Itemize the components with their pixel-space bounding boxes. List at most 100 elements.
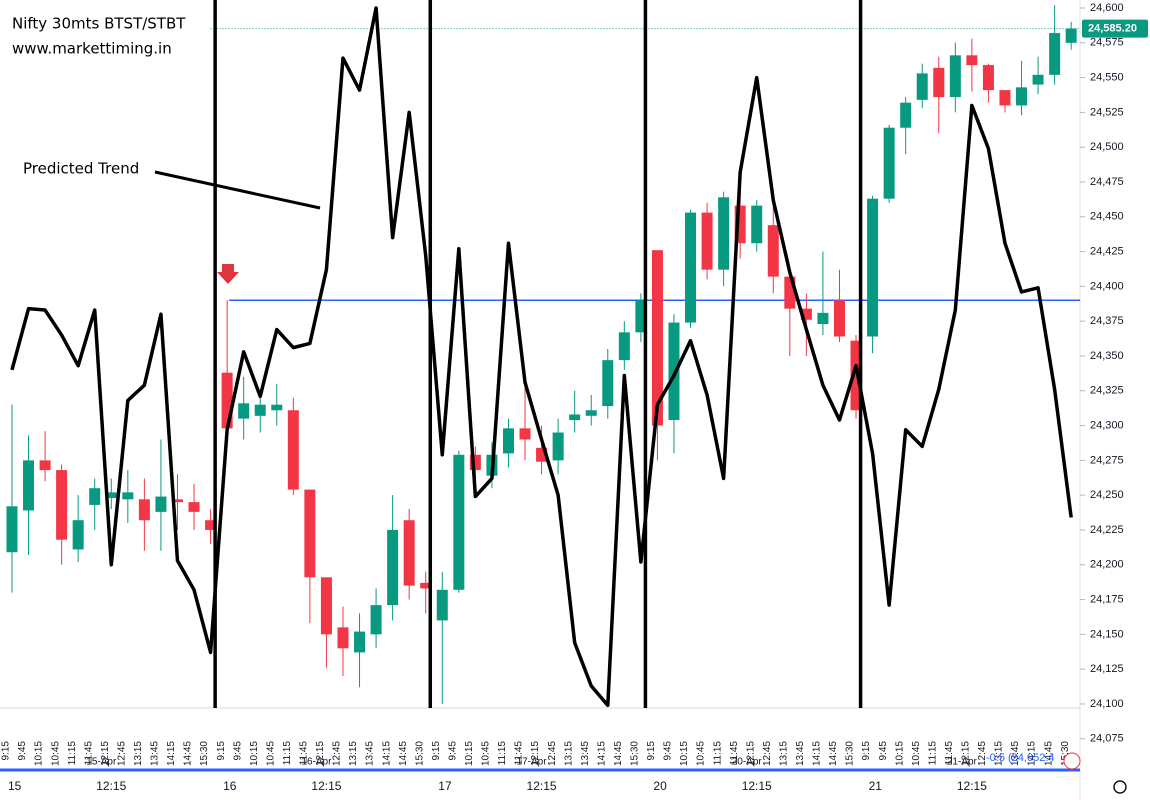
bottom-time-label: 12:15	[527, 779, 557, 793]
x-tick-label: 13:45	[365, 741, 376, 766]
x-tick-label: 9:15	[861, 741, 872, 761]
x-tick-label: 14:15	[166, 741, 177, 766]
bottom-time-label: 15	[8, 779, 22, 793]
x-tick-label: 14:45	[1043, 741, 1054, 766]
bottom-time-label: 12:15	[742, 779, 772, 793]
x-tick-label: 11:15	[497, 741, 508, 766]
x-tick-label: 12:15	[100, 741, 111, 766]
x-tick-label: 12:15	[961, 741, 972, 766]
x-tick-label: 14:15	[596, 741, 607, 766]
candle-body	[1065, 28, 1077, 43]
candle-body	[1049, 33, 1061, 75]
x-tick-label: 11:45	[729, 741, 740, 766]
candle-body	[453, 454, 465, 590]
candle-body	[569, 414, 581, 420]
y-tick-label: 24,125	[1090, 663, 1124, 675]
signal-arrow	[217, 264, 239, 284]
y-tick-label: 24,225	[1090, 524, 1124, 536]
x-tick-label: 11:45	[83, 741, 94, 766]
x-tick-label: 14:45	[398, 741, 409, 766]
x-tick-label: 9:45	[17, 741, 28, 761]
x-tick-label: 15:30	[414, 741, 425, 766]
x-tick-label: 9:15	[216, 741, 227, 761]
candle-body	[850, 340, 862, 411]
x-tick-label: 10:45	[50, 741, 61, 766]
x-tick-label: 10:15	[464, 741, 475, 766]
candle-body	[271, 404, 283, 411]
candle-body	[122, 492, 134, 500]
settings-icon[interactable]	[1113, 780, 1127, 794]
y-tick-label: 24,500	[1090, 141, 1124, 153]
y-tick-label: 24,375	[1090, 315, 1124, 327]
candle-body	[999, 90, 1011, 106]
candle-body	[238, 403, 250, 419]
candle-body	[221, 372, 233, 429]
bottom-time-label: 12:15	[957, 779, 987, 793]
candle-body	[701, 212, 713, 270]
candle-body	[1016, 87, 1028, 106]
candle-body	[72, 520, 84, 550]
y-tick-label: 24,400	[1090, 280, 1124, 292]
bottom-time-label: 12:15	[96, 779, 126, 793]
x-tick-label: 12:45	[762, 741, 773, 766]
trend-annotation: Predicted Trend	[23, 160, 139, 178]
y-tick-label: 24,275	[1090, 454, 1124, 466]
x-tick-label: 11:45	[299, 741, 310, 766]
candle-body	[254, 404, 266, 416]
x-tick-label: 13:15	[778, 741, 789, 766]
y-tick-label: 24,475	[1090, 176, 1124, 188]
y-tick-label: 24,300	[1090, 419, 1124, 431]
candle-body	[833, 300, 845, 337]
bottom-time-label: 16	[223, 779, 237, 793]
candle-body	[536, 447, 548, 462]
trend-line	[10, 6, 1073, 708]
x-tick-label: 15:30	[199, 741, 210, 766]
day-label: 15-Apr	[86, 757, 117, 768]
candle-body	[502, 428, 514, 454]
x-tick-label: 13:45	[1010, 741, 1021, 766]
last-price-box	[1082, 19, 1148, 38]
x-tick-label: 10:45	[481, 741, 492, 766]
x-tick-label: 9:15	[1, 741, 12, 761]
candle-body	[337, 627, 349, 649]
day-label: 21-Apr	[947, 757, 978, 768]
day-label: 16-Apr	[301, 757, 332, 768]
candle-body	[651, 250, 663, 426]
x-tick-label: 15:30	[630, 741, 641, 766]
bottom-time-label: 21	[869, 779, 883, 793]
plot-area	[6, 0, 1080, 708]
candle-body	[403, 520, 415, 586]
x-tick-label: 12:45	[332, 741, 343, 766]
x-tick-label: 12:45	[116, 741, 127, 766]
candle-body	[89, 488, 101, 505]
x-tick-label: 9:45	[878, 741, 889, 761]
x-tick-label: 9:45	[663, 741, 674, 761]
y-tick-label: 24,425	[1090, 245, 1124, 257]
x-tick-label: 9:45	[232, 741, 243, 761]
y-tick-label: 24,250	[1090, 489, 1124, 501]
x-tick-label: 13:15	[994, 741, 1005, 766]
x-tick-label: 13:15	[563, 741, 574, 766]
x-tick-label: 10:15	[894, 741, 905, 766]
x-tick-label: 15:30	[1060, 741, 1071, 766]
bottom-time-label: 12:15	[311, 779, 341, 793]
day-label: 17-Apr	[517, 757, 548, 768]
y-tick-label: 24,100	[1090, 698, 1124, 710]
y-tick-label: 24,150	[1090, 628, 1124, 640]
x-tick-label: 11:45	[514, 741, 525, 766]
x-tick-label: 14:45	[183, 741, 194, 766]
candle-body	[602, 360, 614, 407]
y-tick-label: 24,075	[1090, 733, 1124, 745]
candle-body	[933, 67, 945, 98]
candle-body	[916, 73, 928, 100]
x-tick-label: 13:45	[795, 741, 806, 766]
candle-body	[883, 127, 895, 199]
candle-body	[320, 577, 332, 635]
alert-icon[interactable]	[1063, 752, 1081, 770]
candle-body	[436, 589, 448, 621]
x-tick-label: 10:45	[911, 741, 922, 766]
candle-body	[618, 332, 630, 361]
y-tick-label: 24,600	[1090, 2, 1124, 14]
